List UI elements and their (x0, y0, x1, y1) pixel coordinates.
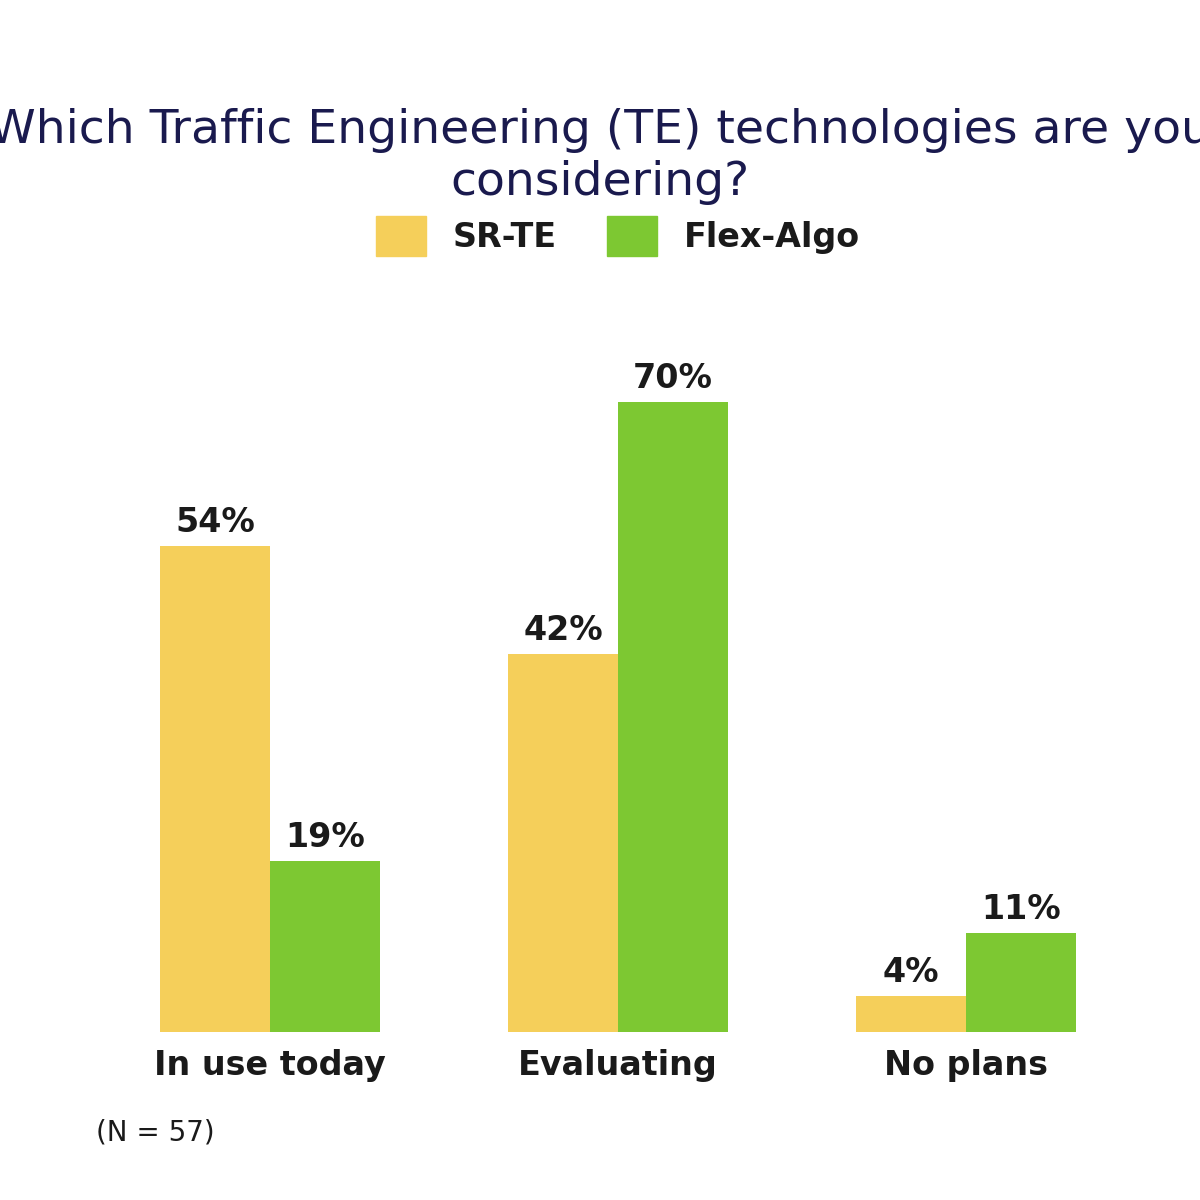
Legend: SR-TE, Flex-Algo: SR-TE, Flex-Algo (360, 199, 876, 274)
Bar (966, 934, 1076, 1032)
Text: 4%: 4% (883, 955, 940, 989)
Bar (270, 862, 380, 1032)
Bar (160, 546, 270, 1032)
Bar (508, 654, 618, 1032)
Bar (856, 996, 966, 1032)
Text: 19%: 19% (286, 821, 365, 854)
Bar (618, 402, 728, 1032)
Text: (N = 57): (N = 57) (96, 1118, 215, 1146)
Text: Which Traffic Engineering (TE) technologies are you
considering?: Which Traffic Engineering (TE) technolog… (0, 108, 1200, 205)
Text: 54%: 54% (175, 505, 254, 539)
Text: 11%: 11% (982, 893, 1061, 926)
Text: 42%: 42% (523, 613, 602, 647)
Text: 70%: 70% (634, 362, 713, 395)
